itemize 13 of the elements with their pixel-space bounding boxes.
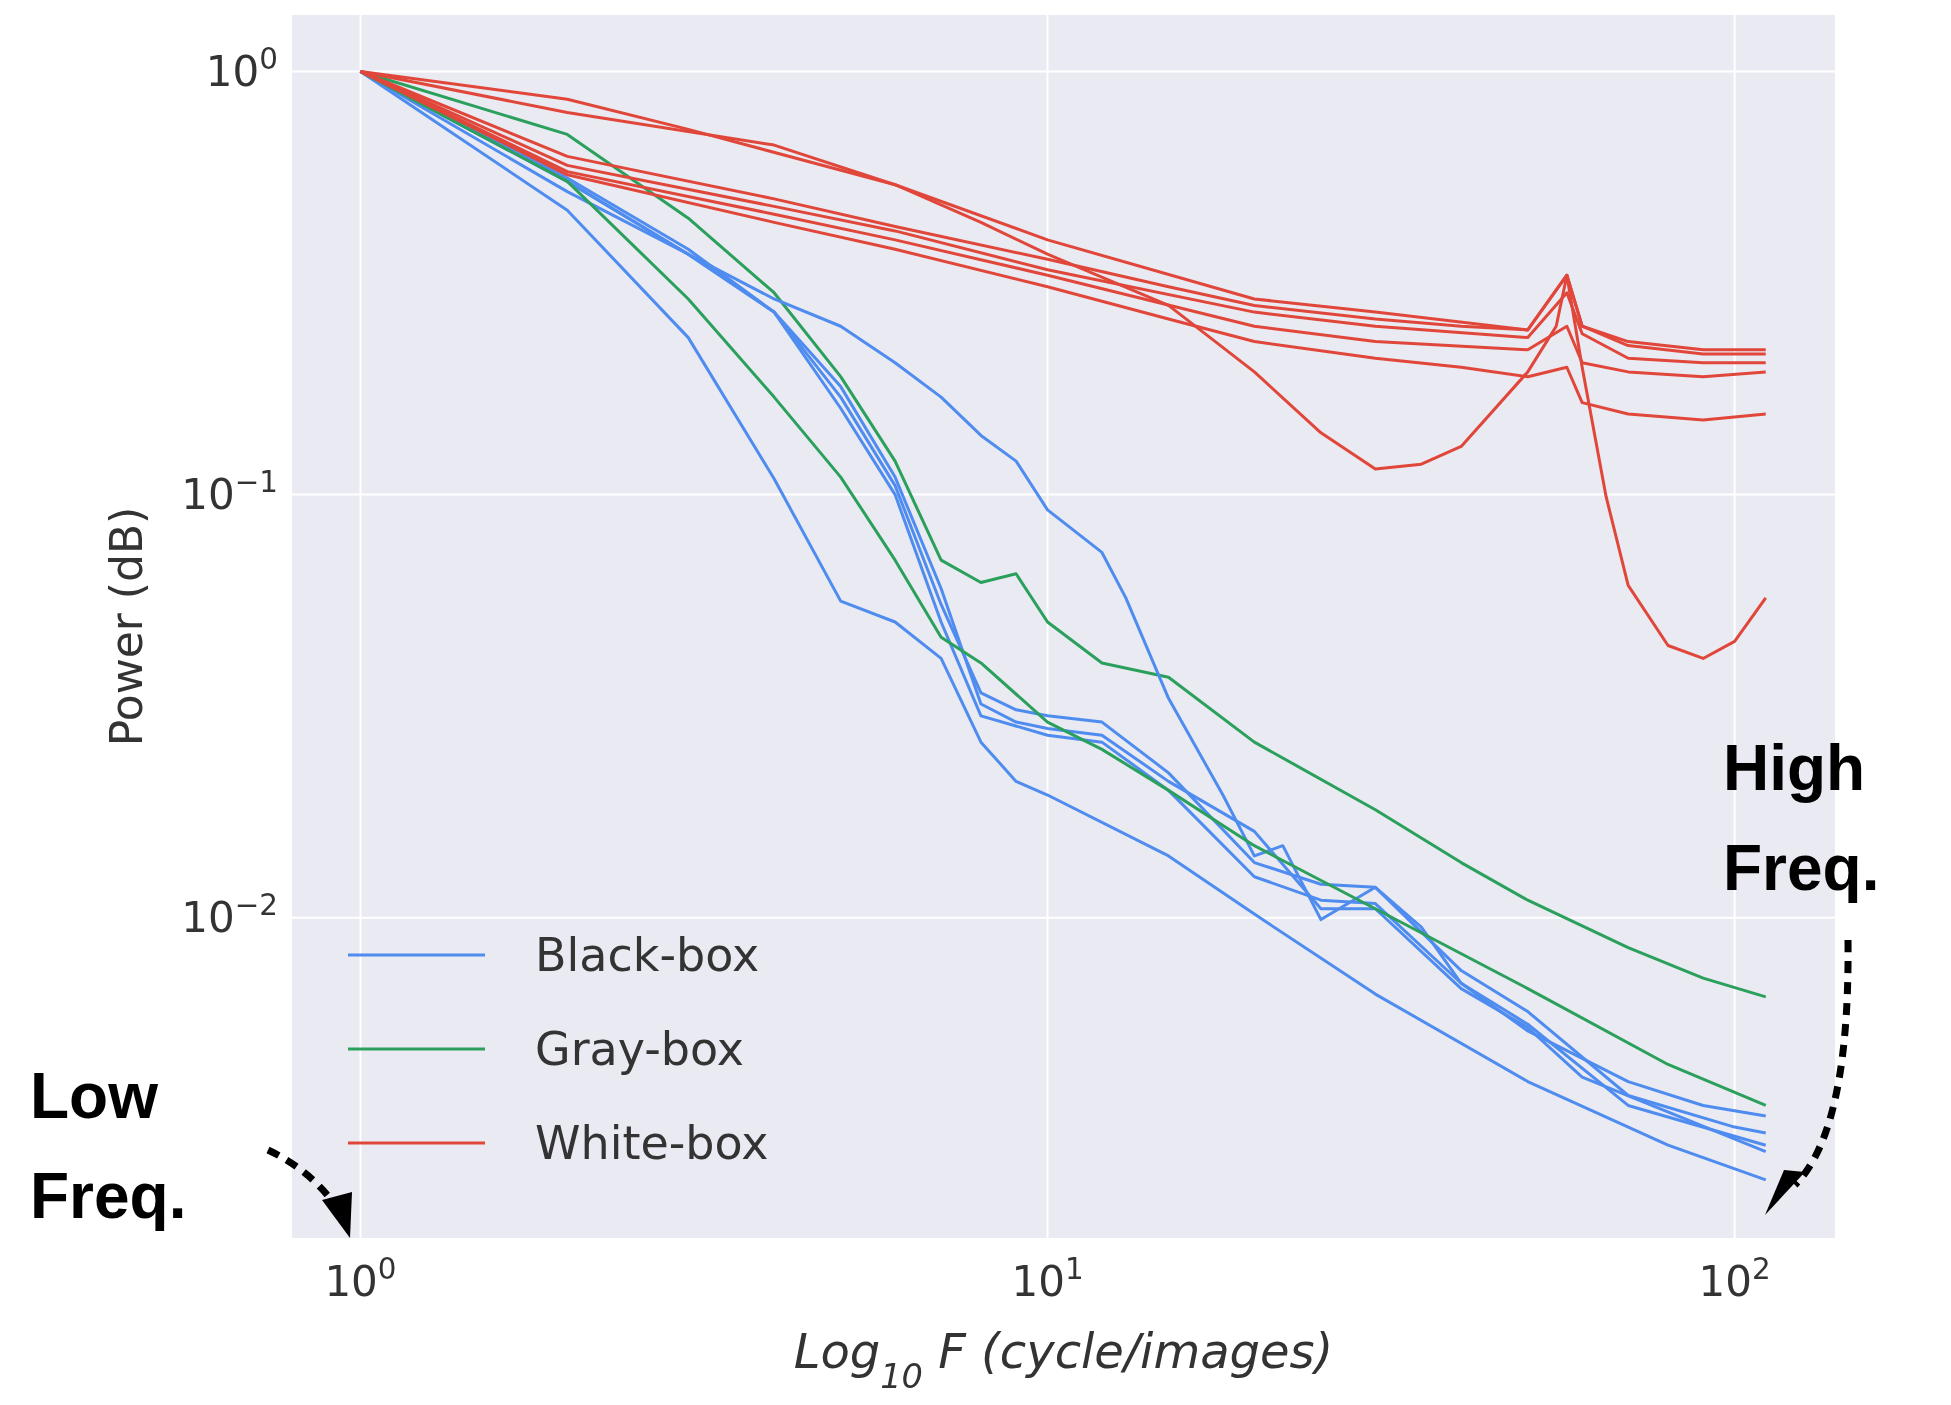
y-tick-label: 10$^{0}$ <box>205 41 278 96</box>
x-tick-label: 10$^{2}$ <box>1698 1252 1771 1306</box>
text: Low Freq. <box>30 1060 187 1232</box>
x-tick-label: 10$^{0}$ <box>324 1252 397 1306</box>
x-axis-title: Log$_{10}$ F (cycle/images) <box>793 1323 1334 1396</box>
y-tick-label: 10$^{−2}$ <box>181 887 278 942</box>
legend-label: White-box <box>535 1116 769 1170</box>
annotation: High Freq. <box>1723 732 1880 904</box>
y-tick-label: 10$^{−1}$ <box>181 464 278 519</box>
legend-label: Black-box <box>535 928 760 982</box>
x-tick-label: 10$^{1}$ <box>1011 1252 1084 1306</box>
legend-label: Gray-box <box>535 1022 744 1076</box>
y-axis-title: Power (dB) <box>101 506 152 747</box>
